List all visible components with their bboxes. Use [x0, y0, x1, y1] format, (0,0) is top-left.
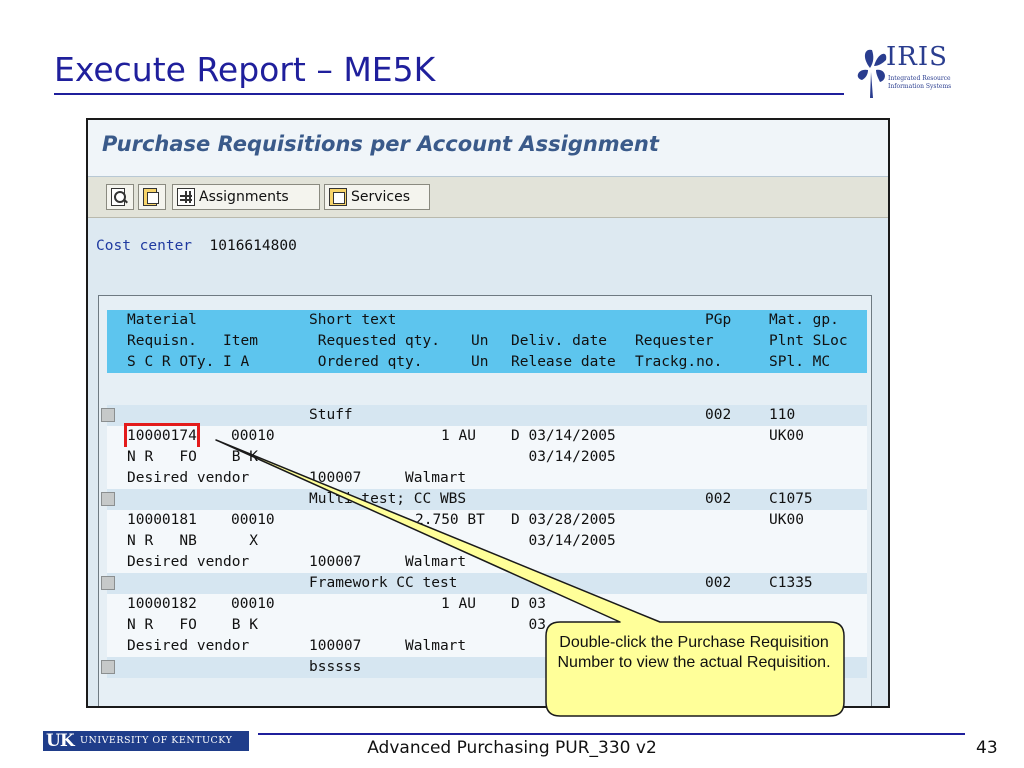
find-icon	[111, 188, 126, 206]
deliv-date: D 03/14/2005	[511, 428, 616, 444]
pgp: 002	[705, 407, 732, 423]
plant: UK00	[769, 428, 804, 444]
mat-gp: C1335	[769, 575, 813, 591]
header-row-2: Requisn. Item Requested qty. Un Deliv. d…	[107, 331, 867, 352]
page-number: 43	[976, 738, 998, 758]
vendor-value: 100007 Walmart	[309, 638, 467, 654]
col-spl-mc: SPl. MC	[769, 354, 831, 370]
services-label: Services	[351, 189, 411, 205]
plant: UK00	[769, 512, 804, 528]
header-row-3: S C R OTy. I A Ordered qty. Un Release d…	[107, 352, 867, 373]
col-un: Un	[471, 333, 489, 349]
detail-icon	[143, 188, 159, 206]
logo-wordmark: IRIS	[886, 42, 948, 72]
iris-logo-icon	[857, 49, 887, 98]
col-pgp: PGp	[705, 312, 732, 328]
row-select-marker[interactable]	[101, 492, 115, 506]
list-item: N R NB X 03/14/2005	[107, 531, 867, 552]
requisition-number[interactable]: 10000182	[127, 596, 197, 612]
row-select-marker[interactable]	[101, 660, 115, 674]
pgp: 002	[705, 575, 732, 591]
col-short-text: Short text	[309, 312, 397, 328]
list-item[interactable]: Stuff 002 110	[101, 405, 867, 426]
sap-screen-title: Purchase Requisitions per Account Assign…	[102, 132, 659, 156]
quantity: 1 AU	[441, 428, 476, 444]
vendor-value: 100007 Walmart	[309, 470, 467, 486]
list-item: Desired vendor 100007 Walmart	[107, 552, 867, 573]
short-text: Framework CC test	[309, 575, 458, 591]
list-item: 10000182 00010 1 AU D 03	[107, 594, 867, 615]
header-row-1: Material Short text PGp Mat. gp.	[107, 310, 867, 331]
quantity: 2.750 BT	[415, 512, 485, 528]
sap-application-toolbar: Assignments Services	[88, 177, 888, 218]
status-flags: N R NB X	[127, 533, 258, 549]
short-text: bsssss	[309, 659, 362, 675]
title-underline	[54, 93, 844, 95]
status-flags: N R FO B K	[127, 617, 258, 633]
list-item[interactable]: Framework CC test 002 C1335	[101, 573, 867, 594]
cost-center-line: Cost center 1016614800	[96, 238, 297, 254]
release-date: 03/14/2005	[511, 449, 616, 465]
detail-button[interactable]	[138, 184, 166, 210]
release-date: 03	[511, 617, 546, 633]
list-item: N R FO B K 03/14/2005	[107, 447, 867, 468]
mat-gp: 110	[769, 407, 796, 423]
col-release-date: Release date	[511, 354, 616, 370]
item-number: 00010	[231, 428, 275, 444]
assignments-button[interactable]: Assignments	[172, 184, 320, 210]
list-item: 10000181 00010 2.750 BT D 03/28/2005 UK0…	[107, 510, 867, 531]
status-flags: N R FO B K	[127, 449, 258, 465]
vendor-label: Desired vendor	[127, 638, 250, 654]
slide-title: Execute Report – ME5K	[54, 50, 436, 89]
release-date: 03/14/2005	[511, 533, 616, 549]
logo-subtitle: Integrated Resource Information Systems	[888, 75, 952, 90]
uk-logo-mark: UK	[46, 731, 75, 751]
pgp: 002	[705, 491, 732, 507]
col-plnt-sloc: Plnt SLoc	[769, 333, 848, 349]
vendor-label: Desired vendor	[127, 554, 250, 570]
row-select-marker[interactable]	[101, 408, 115, 422]
col-ordered-qty: Ordered qty.	[309, 354, 423, 370]
short-text: Stuff	[309, 407, 353, 423]
item-number: 00010	[231, 596, 275, 612]
list-item: Desired vendor 100007 Walmart	[107, 468, 867, 489]
vendor-label: Desired vendor	[127, 470, 250, 486]
mat-gp: C1075	[769, 491, 813, 507]
col-requested-qty: Requested qty.	[309, 333, 440, 349]
col-status: S C R OTy. I A	[127, 354, 250, 370]
footer-rule	[258, 733, 965, 735]
col-deliv-date: Deliv. date	[511, 333, 608, 349]
col-requester: Requester	[635, 333, 714, 349]
sap-window: Purchase Requisitions per Account Assign…	[86, 118, 890, 708]
vendor-value: 100007 Walmart	[309, 554, 467, 570]
services-detail-icon	[329, 188, 347, 206]
col-requisn-item: Requisn. Item	[127, 333, 258, 349]
services-button[interactable]: Services	[324, 184, 430, 210]
short-text: Multi test; CC WBS	[309, 491, 467, 507]
quantity: 1 AU	[441, 596, 476, 612]
cost-center-label: Cost center	[96, 238, 193, 254]
find-button[interactable]	[106, 184, 134, 210]
footer-course: Advanced Purchasing PUR_330 v2	[367, 738, 657, 758]
list-item: 10000174 00010 1 AU D 03/14/2005 UK00	[107, 423, 867, 450]
uk-logo-text: UNIVERSITY OF KENTUCKY	[80, 735, 233, 746]
assignments-grid-icon	[177, 188, 195, 206]
col-trackg-no: Trackg.no.	[635, 354, 723, 370]
col-material: Material	[127, 312, 197, 328]
list-item[interactable]: Multi test; CC WBS 002 C1075	[101, 489, 867, 510]
deliv-date: D 03	[511, 596, 546, 612]
callout-text: Double-click the Purchase Requisition Nu…	[557, 634, 831, 671]
col-mat-gp: Mat. gp.	[769, 312, 839, 328]
cost-center-value: 1016614800	[209, 238, 297, 254]
assignments-label: Assignments	[199, 189, 289, 205]
col-un-2: Un	[471, 354, 489, 370]
row-select-marker[interactable]	[101, 576, 115, 590]
sap-title-bar: Purchase Requisitions per Account Assign…	[88, 120, 888, 177]
requisition-number[interactable]: 10000181	[127, 512, 197, 528]
uk-logo	[43, 731, 249, 751]
deliv-date: D 03/28/2005	[511, 512, 616, 528]
requisition-number-link[interactable]: 10000174	[124, 423, 200, 450]
item-number: 00010	[231, 512, 275, 528]
